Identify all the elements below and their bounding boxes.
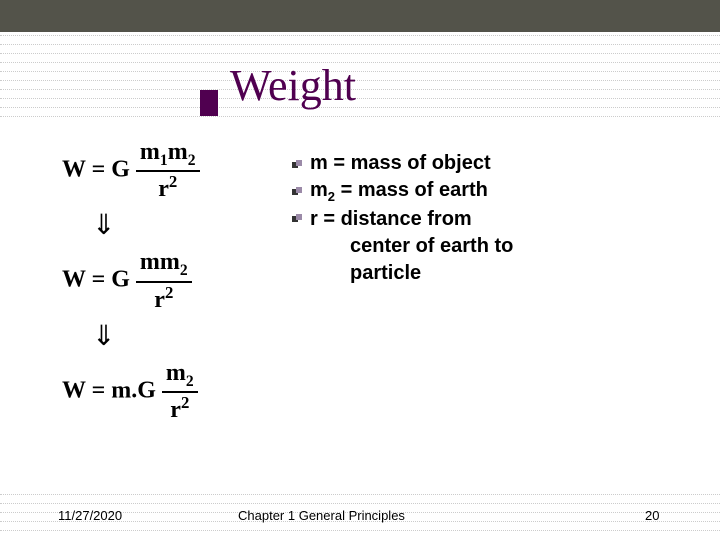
- dotted-grid-top: [0, 35, 720, 120]
- eq2-fraction: mm2 r2: [136, 250, 192, 312]
- eq1-lhs: W = G: [62, 157, 130, 183]
- equation-2: W = G mm2 r2: [62, 250, 282, 312]
- bullet-icon: [292, 159, 304, 171]
- def-mass-object: m = mass of object: [310, 150, 610, 177]
- eq3-fraction: m2 r2: [162, 361, 198, 423]
- slide-title: Weight: [230, 60, 356, 111]
- footer-date: 11/27/2020: [58, 508, 122, 523]
- footer-page-number: 20: [645, 508, 659, 523]
- def-radius-l3: particle: [310, 260, 610, 287]
- formula-column: W = G m1m2 r2 ⇓ W = G mm2 r2 ⇓ W = m.G m…: [62, 140, 282, 429]
- equation-1: W = G m1m2 r2: [62, 140, 282, 202]
- def-mass-earth: m2 = mass of earth: [310, 177, 610, 206]
- eq3-lhs: W = m.G: [62, 377, 156, 403]
- equation-3: W = m.G m2 r2: [62, 361, 282, 423]
- arrow-down-2: ⇓: [92, 319, 282, 353]
- variable-definitions: m = mass of object m2 = mass of earth r …: [310, 150, 610, 287]
- eq2-lhs: W = G: [62, 267, 130, 293]
- def-radius-l2: center of earth to: [310, 233, 610, 260]
- bullet-icon: [292, 186, 304, 198]
- def-radius-l1: r = distance from: [310, 206, 610, 233]
- bullet-icon: [292, 213, 304, 225]
- eq1-fraction: m1m2 r2: [136, 140, 200, 202]
- header-bar: [0, 0, 720, 32]
- footer-chapter: Chapter 1 General Principles: [238, 508, 405, 523]
- arrow-down-1: ⇓: [92, 208, 282, 242]
- title-accent-box: [200, 90, 218, 116]
